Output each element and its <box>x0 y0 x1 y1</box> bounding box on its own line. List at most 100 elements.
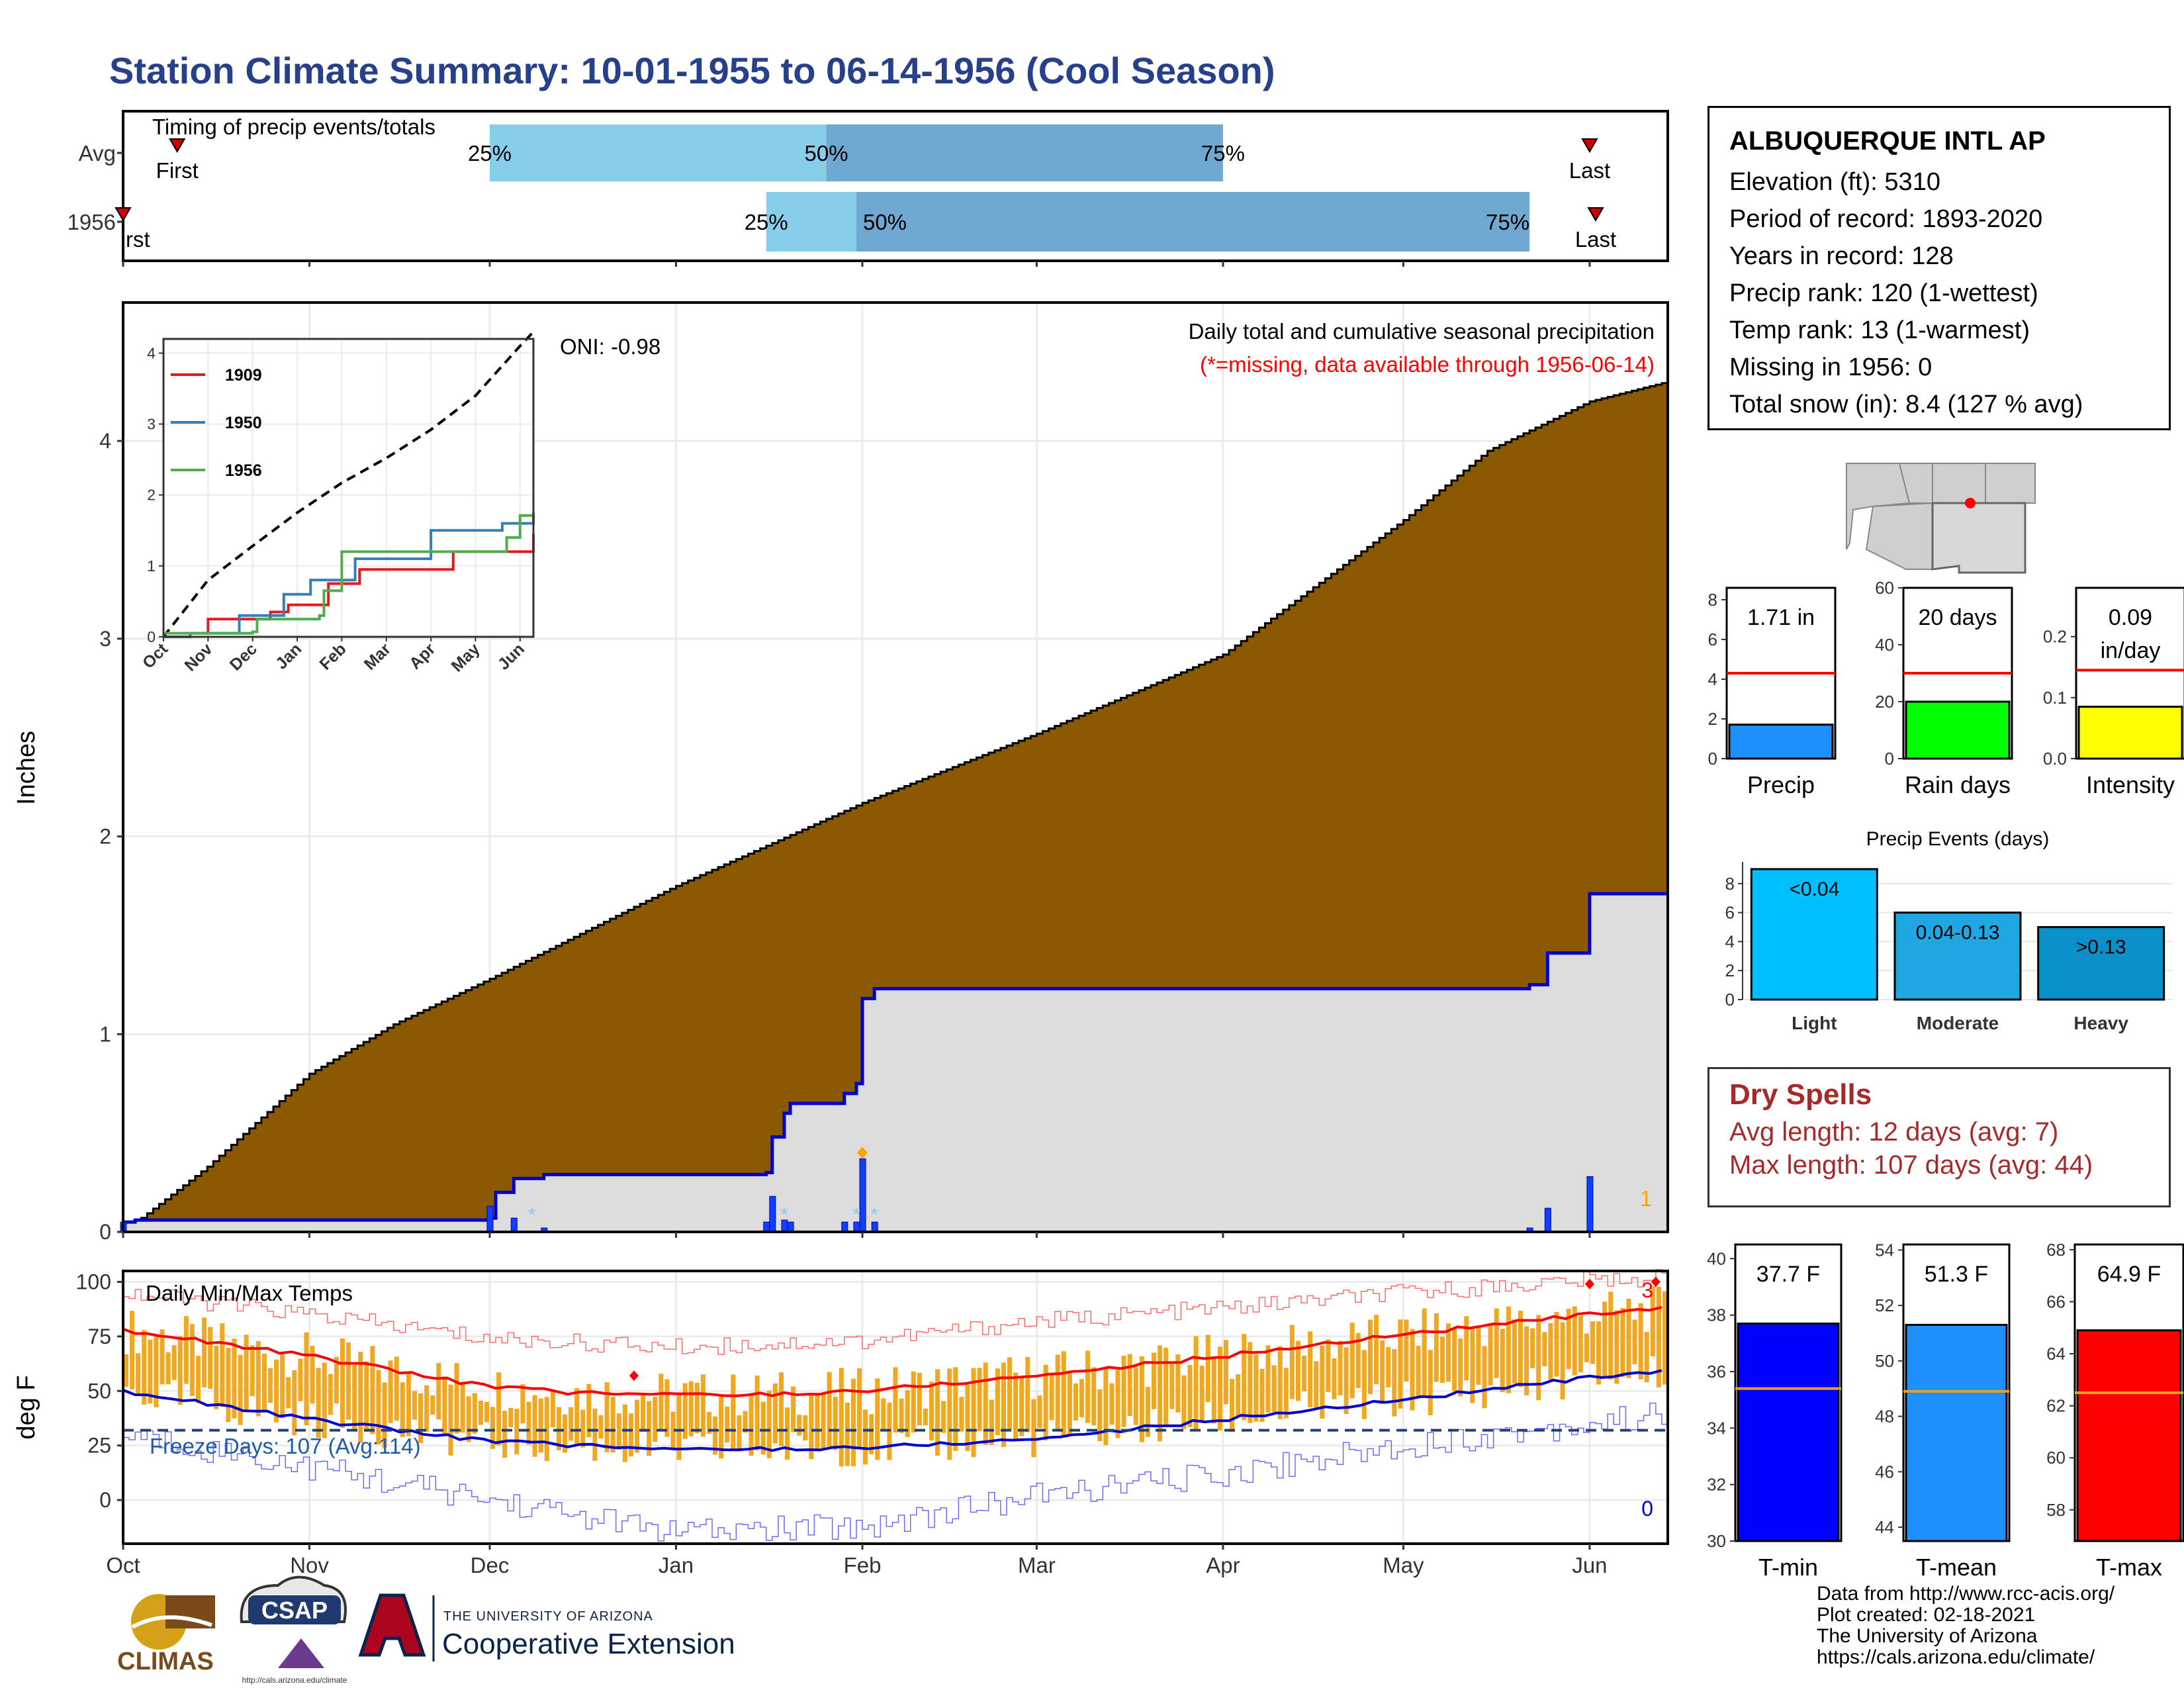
small-bar-category-label: T-max <box>2096 1554 2162 1581</box>
daily-temp-bar <box>647 1401 652 1456</box>
daily-temp-bar <box>1404 1319 1409 1382</box>
daily-temp-bar <box>274 1359 279 1423</box>
daily-temp-bar <box>1061 1351 1066 1438</box>
daily-temp-bar <box>641 1395 646 1432</box>
daily-temp-bar <box>869 1414 874 1454</box>
daily-temp-bar <box>490 1407 496 1449</box>
temp-x-tick-label: Feb <box>844 1553 882 1577</box>
daily-temp-bar <box>208 1327 213 1389</box>
precip-y-axis-label: Inches <box>13 731 40 805</box>
daily-temp-bar <box>1398 1319 1403 1409</box>
timing-bar-q25-q50 <box>766 192 856 252</box>
precip-annotation-missing: (*=missing, data available through 1956-… <box>1200 352 1655 377</box>
daily-temp-bar <box>370 1346 375 1434</box>
daily-temp-bar <box>1253 1354 1259 1422</box>
csap-badge <box>248 1595 341 1624</box>
small-bar-y-tick-label: 2 <box>1708 709 1717 729</box>
oni-label: ONI: -0.98 <box>560 334 660 359</box>
daily-temp-bar <box>165 1352 171 1385</box>
daily-temp-bar <box>1187 1364 1193 1428</box>
daily-temp-bar <box>183 1316 189 1384</box>
daily-temp-bar <box>250 1345 255 1397</box>
daily-precip-bar <box>769 1196 776 1233</box>
small-bar-chart-bars-tmax: 58 60 62 64 66 68 64.9 F T-max <box>2046 1240 2184 1581</box>
daily-temp-bar <box>749 1395 754 1456</box>
daily-temp-bar <box>809 1392 814 1460</box>
daily-temp-bar <box>574 1388 580 1445</box>
daily-temp-bar <box>232 1338 237 1419</box>
daily-temp-bar <box>328 1374 333 1415</box>
daily-temp-bar <box>622 1404 627 1462</box>
daily-temp-bar <box>1326 1339 1331 1392</box>
events-y-tick-label: 0 <box>1725 990 1735 1009</box>
small-bar-chart-bars-intensity: 0.0 0.1 0.2 0.09 in/day Intensity <box>2043 586 2184 798</box>
daily-temp-bar <box>929 1382 934 1441</box>
snow-marker: * <box>528 1204 536 1226</box>
daily-temp-bar <box>1338 1340 1343 1395</box>
daily-temp-bar <box>1355 1333 1361 1388</box>
small-bar-y-tick-label: 0 <box>1708 749 1717 769</box>
climas-logo-text: CLIMAS <box>117 1648 214 1675</box>
ua-big-text: Cooperative Extension <box>442 1628 735 1660</box>
daily-temp-bar <box>1193 1336 1199 1431</box>
daily-temp-bar <box>850 1378 856 1466</box>
daily-temp-bar <box>592 1408 598 1461</box>
daily-temp-bar <box>1632 1319 1637 1364</box>
timing-chart: Avg 25% 50% 75% First Last 1956 25% 50% 75% rst Las… <box>68 110 1669 262</box>
daily-temp-bar <box>1445 1323 1451 1382</box>
daily-temp-bar <box>1259 1368 1265 1423</box>
daily-temp-bar <box>478 1400 483 1425</box>
daily-temp-bar <box>177 1336 183 1405</box>
daily-temp-bar <box>725 1406 730 1443</box>
daily-temp-bar <box>1055 1354 1060 1430</box>
daily-temp-bar <box>1410 1329 1415 1411</box>
map-arizona <box>1865 502 1933 570</box>
temp-frame <box>122 1270 1669 1545</box>
temp-chart-title: Daily Min/Max Temps <box>146 1281 353 1305</box>
daily-temp-bar <box>1158 1345 1163 1442</box>
daily-temp-bar <box>713 1416 718 1455</box>
daily-temp-bar <box>466 1396 471 1442</box>
small-bar-y-tick-label: 34 <box>1707 1418 1726 1438</box>
daily-temp-bar <box>1506 1306 1511 1393</box>
daily-temp-bar <box>526 1401 531 1445</box>
daily-temp-bar <box>628 1413 633 1457</box>
temp-y-tick-label: 25 <box>87 1434 111 1458</box>
credit-university: The University of Arizona <box>1817 1625 2038 1647</box>
daily-temp-bar <box>778 1372 784 1446</box>
events-bar-label: <0.04 <box>1789 878 1839 900</box>
snow-marker: * <box>870 1204 878 1226</box>
daily-temp-bar <box>514 1409 520 1455</box>
last-event-marker <box>1587 207 1604 222</box>
events-category-label: Moderate <box>1917 1013 1999 1033</box>
daily-temp-bar <box>1025 1356 1030 1432</box>
events-bar <box>1750 868 1878 1001</box>
daily-temp-bar <box>189 1324 195 1396</box>
timing-label-75: 75% <box>1201 141 1245 165</box>
small-bar-y-tick-label: 50 <box>1875 1351 1894 1371</box>
daily-temp-bar <box>1115 1369 1120 1438</box>
daily-temp-bar <box>1494 1308 1499 1378</box>
last-event-label: Last <box>1569 158 1610 183</box>
daily-temp-bar <box>202 1317 207 1387</box>
daily-temp-bar <box>833 1396 838 1450</box>
daily-temp-bar <box>412 1391 418 1420</box>
daily-temp-bar <box>142 1330 147 1405</box>
daily-temp-bar <box>298 1358 303 1401</box>
daily-temp-bar <box>700 1374 705 1437</box>
small-bar-value <box>1905 1323 2008 1542</box>
small-bar-y-tick-label: 38 <box>1707 1305 1726 1325</box>
daily-temp-bar <box>1163 1347 1169 1427</box>
daily-temp-bar <box>1361 1350 1367 1419</box>
small-bar-chart-bars-precip: 0 2 4 6 8 1.71 in Precip <box>1708 586 1837 798</box>
daily-temp-bar <box>220 1323 225 1407</box>
daily-temp-bar <box>130 1311 135 1389</box>
precip-axes: 0 1 2 3 4 Inches <box>13 261 1591 1244</box>
daily-temp-bar <box>1121 1355 1126 1427</box>
daily-temp-bar <box>334 1356 339 1404</box>
daily-temp-bar <box>1620 1307 1625 1378</box>
daily-temp-bar <box>815 1394 820 1450</box>
timing-bar-q50-q75 <box>856 192 1530 252</box>
daily-temp-bar <box>569 1407 574 1441</box>
daily-temp-bar <box>388 1360 393 1423</box>
